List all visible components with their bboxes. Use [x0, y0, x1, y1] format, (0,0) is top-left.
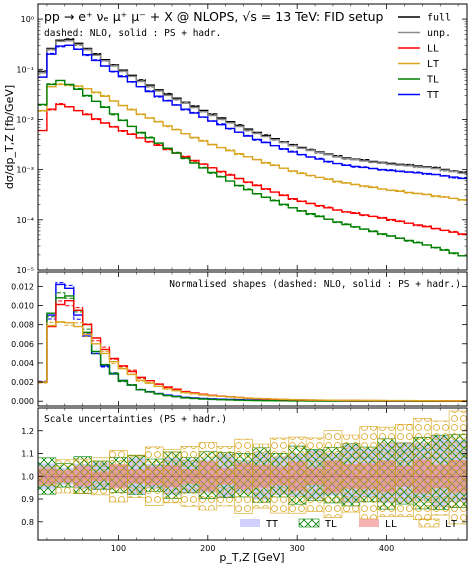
y-tick-label: 10⁻³	[16, 166, 34, 175]
band-lt	[38, 410, 467, 525]
nlo-shape-tt	[38, 282, 467, 402]
uncertainty-title: Scale uncertainties (PS + hadr.)	[44, 414, 227, 425]
y-tick-label: 0.010	[11, 302, 34, 311]
y-tick-label: 1.2	[21, 427, 34, 436]
scale-uncertainty-panel: 0.8 0.9 1.0 1.1 1.2 100 200 300 400 Scale uncer…	[21, 407, 468, 564]
ps-shape-lt	[38, 321, 467, 402]
legend-swatch-tl	[298, 518, 320, 528]
y-tick-label: 10⁻²	[16, 115, 34, 124]
y-tick-label: 0.004	[11, 359, 34, 368]
y-tick-label: 0.008	[11, 321, 34, 330]
normalised-title: Normalised shapes (dashed: NLO, solid : …	[169, 279, 461, 290]
ps-curve-tl	[38, 79, 467, 257]
x-tick-label: 400	[379, 544, 394, 553]
y-tick-label: 1.0	[21, 472, 34, 481]
y-tick-label: 0.9	[21, 495, 34, 504]
y-tick-label: 0.012	[11, 282, 34, 291]
legend-label-tl: TL	[325, 519, 337, 530]
normalised-y-ticks: 0.000 0.002 0.004 0.006 0.008 0.010 0.012	[11, 282, 467, 406]
main-subtitle: dashed: NLO, solid : PS + hadr.	[44, 28, 221, 39]
main-legend: full unp. LL LT TL TT	[398, 13, 451, 101]
legend-swatch-tt	[240, 519, 260, 527]
x-axis-label: p_T,Z [GeV]	[219, 551, 284, 564]
nlo-shape-lt	[38, 321, 467, 402]
normalised-x-ticks	[46, 272, 459, 406]
y-tick-label: 0.002	[11, 378, 34, 387]
legend-label-unp: unp.	[427, 28, 451, 39]
ps-curve-lt	[38, 83, 467, 201]
legend-swatch-ll	[359, 519, 379, 527]
ps-shape-tt	[38, 283, 467, 402]
y-tick-label: 0.006	[11, 340, 34, 349]
main-y-axis-label: dσ/dp_T,Z [fb/GeV]	[3, 85, 16, 189]
y-tick-label: 10⁻⁴	[16, 216, 34, 225]
legend-label-ll: LL	[385, 519, 397, 530]
legend-label-lt: LT	[445, 519, 457, 530]
legend-label-tt: TT	[427, 90, 439, 101]
uncertainty-panel-frame	[37, 407, 468, 541]
x-tick-label: 100	[111, 544, 126, 553]
legend-label-tt: TT	[266, 519, 278, 530]
y-tick-label: 10⁻¹	[16, 65, 34, 74]
ps-curve-ll	[38, 103, 467, 235]
x-tick-label: 300	[290, 544, 305, 553]
x-tick-label: 200	[200, 544, 215, 553]
legend-label-lt: LT	[427, 59, 439, 70]
main-panel-frame	[37, 3, 468, 271]
ps-curve-tt	[38, 44, 467, 180]
main-title: pp → e⁺ νₑ μ⁺ μ⁻ + X @ NLOPS, √s = 13 Te…	[44, 9, 384, 24]
y-tick-label: 1.1	[21, 450, 34, 459]
normalised-series	[38, 282, 467, 402]
legend-label-tl: TL	[427, 75, 439, 86]
ps-curve-full	[38, 38, 467, 174]
ps-shape-tl	[38, 295, 467, 402]
legend-label-full: full	[427, 13, 451, 24]
normalised-shapes-panel: 0.000 0.002 0.004 0.006 0.008 0.010 0.012 Norm…	[11, 271, 468, 407]
legend-label-ll: LL	[427, 44, 439, 55]
normalised-panel-frame	[37, 271, 468, 407]
main-distribution-series	[38, 38, 467, 257]
nlo-curve-full	[38, 38, 467, 173]
uncertainty-legend: TT TL LL LT	[240, 518, 457, 530]
uncertainty-y-ticks: 0.8 0.9 1.0 1.1 1.2	[21, 427, 467, 527]
scale-uncertainty-bands	[38, 410, 467, 525]
y-tick-label: 0.000	[11, 397, 34, 406]
ps-shape-ll	[38, 300, 467, 402]
ps-curve-unp	[38, 40, 467, 174]
y-tick-label: 0.8	[21, 518, 34, 527]
main-distribution-panel: 10⁻⁵ 10⁻⁴ 10⁻³ 10⁻² 10⁻¹ 10⁰ pp → e⁺ νₑ μ⁺ μ⁻…	[3, 3, 468, 275]
legend-swatch-lt	[418, 518, 440, 528]
y-tick-label: 10⁻⁵	[16, 266, 34, 275]
y-tick-label: 10⁰	[21, 15, 34, 24]
